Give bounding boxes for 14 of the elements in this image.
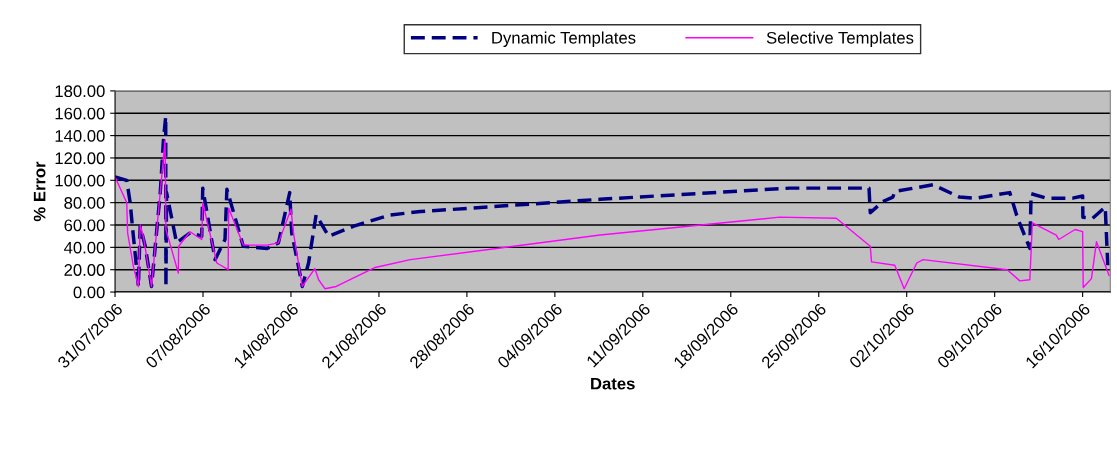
y-tick-label: 180.00 (55, 85, 105, 98)
y-tick-label: 80.00 (64, 197, 105, 209)
y-axis-title: % Error (33, 161, 46, 222)
y-tick-label: 60.00 (64, 219, 105, 232)
legend-label: Dynamic Templates (492, 31, 636, 48)
y-tick-label: 100.00 (55, 174, 105, 187)
y-tick-label: 120.00 (55, 152, 105, 165)
y-tick-label: 20.00 (64, 264, 105, 276)
x-axis-title: Dates (591, 377, 635, 390)
y-tick-label: 160.00 (55, 107, 105, 120)
y-tick-label: 0.00 (73, 286, 105, 299)
y-tick-label: 40.00 (64, 241, 105, 254)
legend-label: Selective Templates (766, 31, 914, 48)
y-tick-label: 140.00 (55, 130, 105, 142)
